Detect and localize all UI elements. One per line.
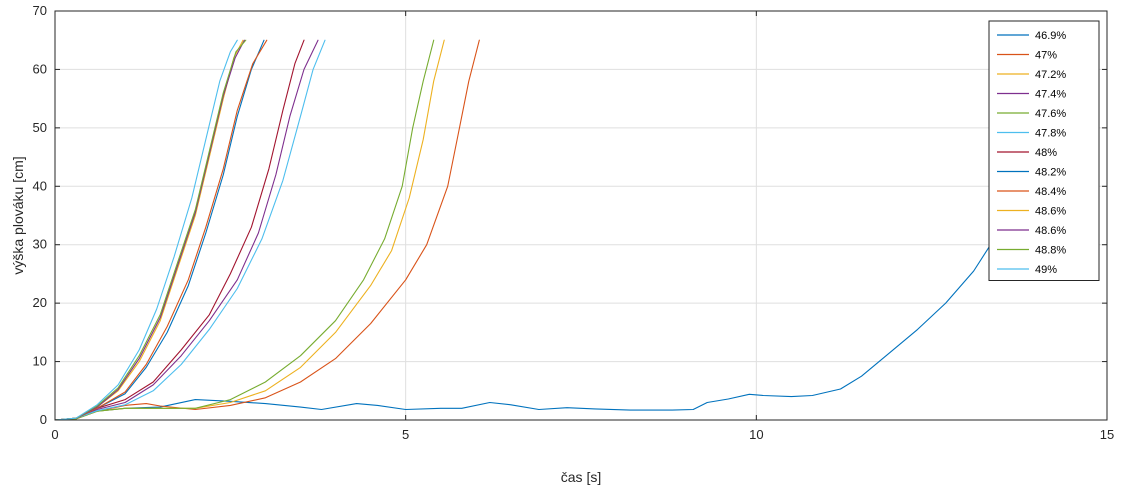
series-line-10 [55, 39, 245, 420]
legend-entry: 47.4% [1035, 89, 1066, 101]
legend-entry: 48.8% [1035, 245, 1066, 257]
series-line-0 [55, 214, 1013, 420]
series-lines [55, 39, 1013, 420]
y-tick-label: 40 [33, 178, 47, 193]
legend-entry: 47% [1035, 50, 1057, 62]
legend-entry: 47.6% [1035, 108, 1066, 120]
legend-entry: 46.9% [1035, 30, 1066, 42]
series-line-1 [55, 39, 480, 420]
series-line-3 [55, 39, 319, 420]
legend-entry: 47.8% [1035, 128, 1066, 140]
series-line-4 [55, 39, 435, 420]
y-tick-label: 20 [33, 295, 47, 310]
x-tick-label: 10 [749, 427, 763, 442]
y-tick-label: 10 [33, 354, 47, 369]
legend: 46.9% 47% 47.2% 47.4% 47.6% 47.8% 48% 48.2% 48.4… [988, 20, 1100, 281]
x-tick-label: 0 [51, 427, 58, 442]
y-tick-label: 30 [33, 237, 47, 252]
legend-entry: 48% [1035, 147, 1057, 159]
series-line-12 [55, 39, 238, 420]
y-tick-label: 60 [33, 61, 47, 76]
series-line-6 [55, 39, 305, 420]
series-line-8 [55, 39, 268, 420]
x-tick-label: 15 [1100, 427, 1114, 442]
legend-box [988, 20, 1100, 281]
y-axis-label: výška plováku [cm] [10, 156, 26, 274]
legend-entry: 48.4% [1035, 186, 1066, 198]
legend-entry: 48.6% [1035, 225, 1066, 237]
series-line-11 [55, 39, 247, 420]
legend-entry: 49% [1035, 264, 1057, 276]
series-line-7 [55, 39, 265, 420]
plot-frame [54, 10, 1108, 421]
legend-entry: 48.2% [1035, 167, 1066, 179]
x-tick-label: 5 [402, 427, 409, 442]
legend-entry: 47.2% [1035, 69, 1066, 81]
y-tick-label: 70 [33, 3, 47, 18]
x-axis-label: čas [s] [561, 469, 601, 485]
grid-lines [54, 10, 1108, 421]
series-line-5 [55, 39, 326, 420]
y-tick-label: 50 [33, 120, 47, 135]
legend-entry: 48.6% [1035, 206, 1066, 218]
axis-ticks: 0 5 10 15 0 10 20 30 40 50 60 70 [33, 3, 1115, 442]
y-tick-label: 0 [40, 412, 47, 427]
